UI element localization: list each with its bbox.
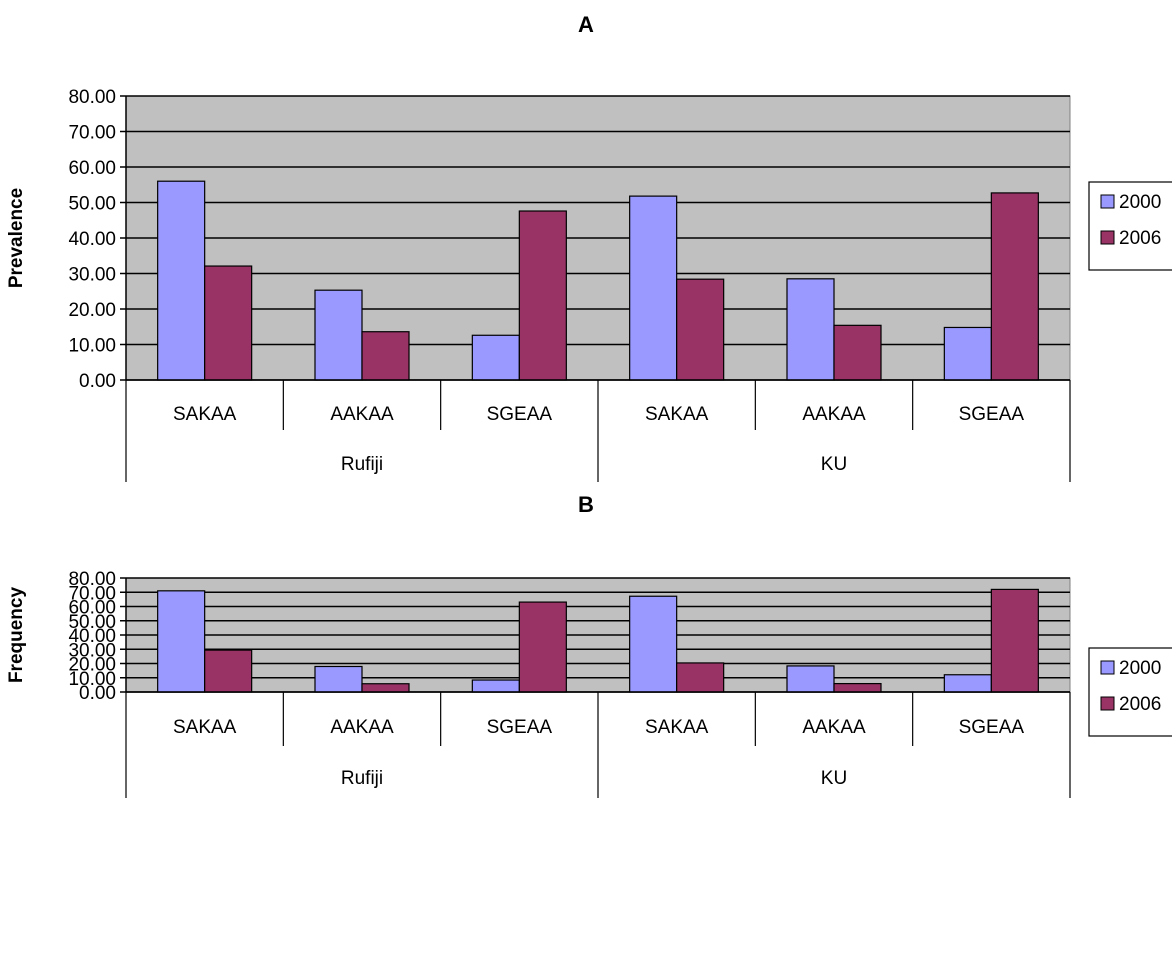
bar-2006-sgeaa [518,601,567,693]
y-tick-label: 10.00 [68,669,116,690]
x-category-label: SAKAA [645,717,709,738]
x-group-label: Rufiji [341,454,383,475]
chart-title: B [578,492,594,517]
bar-2006-sakaa [676,278,725,381]
y-tick-label: 60.00 [68,158,116,179]
bar-2006-aakaa [361,331,410,381]
x-category-label: AAKAA [330,717,394,738]
bar-2000-aakaa [786,665,835,693]
legend-label: 2006 [1119,228,1161,249]
x-category-label: SGEAA [487,717,553,738]
x-category-label: AAKAA [802,404,866,425]
legend-label: 2000 [1119,658,1161,679]
y-tick-label: 20.00 [68,300,116,321]
y-tick-label: 70.00 [68,123,116,144]
bar-2000-sakaa [629,195,678,381]
y-axis-label: Frequency [6,587,27,684]
chart-title: A [578,12,594,37]
y-tick-label: 50.00 [68,612,116,633]
bar-2000-sakaa [157,180,206,381]
legend-label: 2000 [1119,192,1161,213]
bar-2006-aakaa [361,683,410,693]
y-tick-label: 0.00 [79,683,116,704]
bar-2000-sgeaa [943,674,992,693]
bar-2000-aakaa [314,289,363,381]
bar-2006-aakaa [833,324,882,381]
bar-2006-sgeaa [990,588,1039,693]
x-category-label: SGEAA [487,404,553,425]
legend-label: 2006 [1119,694,1161,715]
x-group-label: Rufiji [341,768,383,789]
y-tick-label: 10.00 [68,336,116,357]
legend-swatch-2000 [1100,194,1115,209]
bar-2000-aakaa [786,278,835,381]
x-category-label: SAKAA [645,404,709,425]
legend-box [1088,647,1172,737]
y-tick-label: 60.00 [68,598,116,619]
x-group-label: KU [821,454,847,475]
legend-swatch-2000 [1100,660,1115,675]
bar-2000-aakaa [314,665,363,693]
y-tick-label: 30.00 [68,265,116,286]
bar-2000-sgeaa [471,679,520,693]
x-category-label: SAKAA [173,717,237,738]
y-tick-label: 80.00 [68,87,116,108]
bar-2000-sakaa [629,595,678,693]
y-tick-label: 30.00 [68,640,116,661]
legend-swatch-2006 [1100,696,1115,711]
x-category-label: AAKAA [330,404,394,425]
legend-swatch-2006 [1100,230,1115,245]
bar-2006-sakaa [676,662,725,693]
y-tick-label: 80.00 [68,569,116,590]
y-tick-label: 70.00 [68,583,116,604]
y-tick-label: 0.00 [79,371,116,392]
bar-2006-sgeaa [990,192,1039,381]
y-tick-label: 20.00 [68,655,116,676]
x-category-label: SGEAA [959,404,1025,425]
x-category-label: SAKAA [173,404,237,425]
bar-2000-sgeaa [943,326,992,381]
y-axis-label: Prevalence [6,188,27,288]
y-tick-label: 40.00 [68,626,116,647]
y-tick-label: 50.00 [68,194,116,215]
bar-2006-sgeaa [518,210,567,381]
bar-2006-sakaa [204,265,253,381]
bar-2000-sakaa [157,590,206,693]
x-category-label: SGEAA [959,717,1025,738]
bar-2006-sakaa [204,649,253,693]
bar-2006-aakaa [833,682,882,693]
y-tick-label: 40.00 [68,229,116,250]
x-group-label: KU [821,768,847,789]
x-category-label: AAKAA [802,717,866,738]
bar-2000-sgeaa [471,334,520,381]
